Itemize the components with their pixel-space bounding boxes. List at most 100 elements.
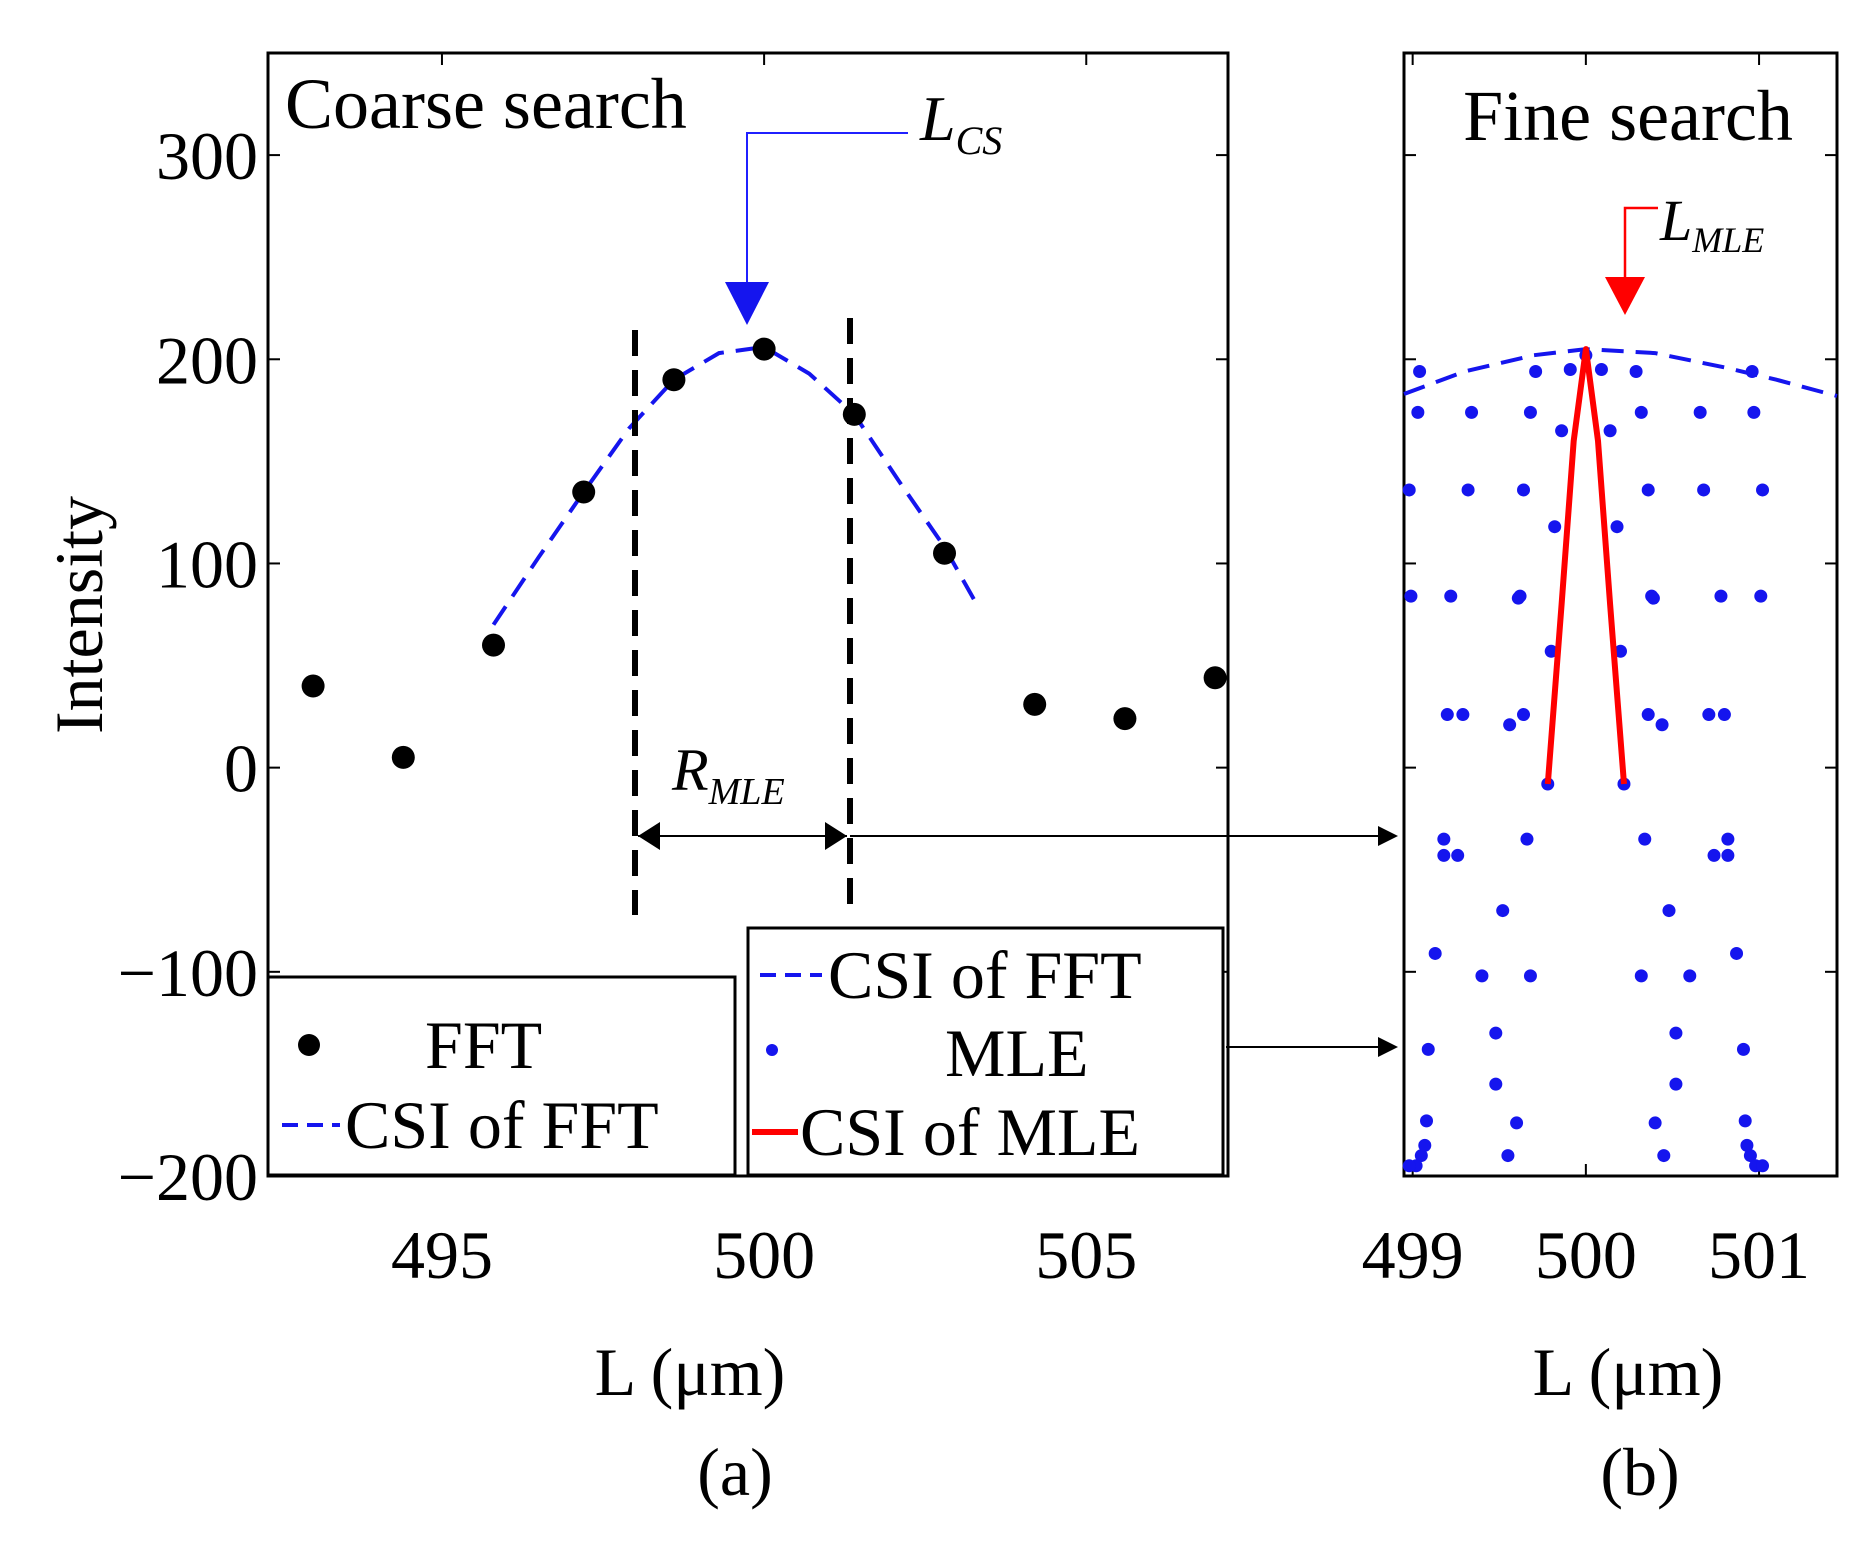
caption-b: (b)	[1600, 1434, 1679, 1510]
series-csi-fft-line-a	[491, 344, 979, 626]
mle-point	[1736, 1042, 1750, 1056]
legend-csi-fft-label-b: CSI of FFT	[828, 937, 1142, 1013]
mle-point	[1513, 589, 1527, 603]
mle-point	[1544, 644, 1558, 658]
y-tick-label-a: 100	[156, 526, 258, 602]
mle-point	[1414, 1149, 1428, 1163]
legend-a-box	[266, 975, 737, 1177]
mle-point	[1413, 365, 1427, 379]
range-label-a: RMLE	[671, 737, 785, 813]
x-tick-label-a: 500	[713, 1217, 815, 1293]
legend-b-box	[746, 926, 1225, 1177]
fft-point	[752, 337, 776, 361]
mle-point	[1693, 405, 1707, 419]
mle-point	[1754, 589, 1768, 603]
legend-b: CSI of FFT MLE CSI of MLE	[746, 926, 1225, 1177]
chart-coarse-search: 495 500 505 −200 −100 0 100 200 300 Coarse searc…	[41, 51, 1398, 1510]
legend-mle-label: MLE	[945, 1015, 1089, 1091]
range-annotation-a: RMLE	[632, 318, 853, 915]
plot-frame-b	[1402, 51, 1839, 1178]
fft-point	[842, 402, 866, 426]
mle-point	[1655, 718, 1669, 732]
mle-point	[1563, 362, 1577, 376]
mle-point	[1465, 405, 1479, 419]
mle-point	[1420, 1114, 1434, 1128]
fft-point	[1203, 666, 1227, 690]
y-axis-label-a: Intensity	[41, 496, 117, 734]
mle-point	[1411, 405, 1425, 419]
x-tick-label-b: 499	[1362, 1217, 1464, 1293]
mle-point	[1707, 848, 1721, 862]
legend-fft-label: FFT	[425, 1007, 542, 1083]
peak-label-a: LCS	[919, 83, 1002, 163]
mle-point	[1496, 904, 1510, 918]
legend-fft-marker	[298, 1034, 320, 1056]
fft-point	[662, 368, 686, 392]
mle-point	[1645, 589, 1659, 603]
mle-point	[1517, 483, 1531, 497]
y-tick-label-a: 200	[156, 322, 258, 398]
series-csi-mle-line	[1544, 346, 1627, 785]
mle-point	[1610, 520, 1624, 534]
mle-point	[1730, 946, 1744, 960]
mle-point	[1740, 1138, 1754, 1152]
mle-point	[1747, 405, 1761, 419]
mle-point	[1520, 832, 1534, 846]
y-tick-label-a: 300	[156, 118, 258, 194]
y-tick-label-a: 0	[224, 731, 258, 807]
mle-point	[1756, 1159, 1770, 1173]
fft-point	[482, 633, 506, 657]
mle-point	[1756, 483, 1770, 497]
mle-point	[1510, 1116, 1524, 1130]
fft-point	[1023, 692, 1047, 716]
y-tick-label-a: −200	[118, 1139, 258, 1215]
fft-point	[1113, 707, 1137, 731]
mle-point	[1402, 483, 1416, 497]
mle-point	[1428, 946, 1442, 960]
x-tick-label-a: 495	[391, 1217, 493, 1293]
peak-leader-line-b	[1623, 206, 1658, 280]
mle-point	[1517, 708, 1531, 722]
peak-annotation-a: LCS	[725, 83, 1002, 325]
legend-mle-marker	[766, 1044, 778, 1056]
legend-a: FFT CSI of FFT	[266, 975, 737, 1177]
mle-point	[1697, 483, 1711, 497]
mle-point	[1421, 1042, 1435, 1056]
mle-point	[1529, 365, 1543, 379]
mle-point	[1489, 1026, 1503, 1040]
mle-point	[1523, 969, 1537, 983]
mle-point	[1714, 589, 1728, 603]
mle-point	[1634, 969, 1648, 983]
mle-point	[1523, 405, 1537, 419]
x-axis-label-a: L (μm)	[595, 1334, 786, 1410]
mle-point	[1594, 362, 1608, 376]
mle-point	[1555, 424, 1569, 438]
mle-point	[1503, 718, 1517, 732]
x-tick-label-a: 505	[1035, 1217, 1137, 1293]
mle-point	[1702, 708, 1716, 722]
mle-point	[1444, 589, 1458, 603]
peak-label-b: LMLE	[1659, 188, 1764, 260]
mle-point	[1721, 848, 1735, 862]
mle-point	[1402, 1159, 1416, 1173]
mle-point	[1745, 365, 1759, 379]
mle-point	[1461, 483, 1475, 497]
mle-point	[1669, 1077, 1683, 1091]
caption-a: (a)	[697, 1434, 772, 1510]
mle-point	[1717, 708, 1731, 722]
mle-point	[1743, 1149, 1757, 1163]
mle-point	[1683, 969, 1697, 983]
peak-arrowhead-b	[1605, 277, 1645, 315]
x-tick-label-b: 501	[1708, 1217, 1810, 1293]
mle-point	[1634, 405, 1648, 419]
chart-title-a: Coarse search	[285, 64, 687, 144]
series-csi-fft-line-b	[1403, 347, 1838, 398]
mle-point	[1657, 1149, 1671, 1163]
fft-point	[572, 480, 596, 504]
fft-point	[391, 745, 415, 769]
mle-point	[1548, 520, 1562, 534]
x-axis-label-b: L (μm)	[1533, 1334, 1724, 1410]
mle-point	[1437, 848, 1451, 862]
mle-point	[1629, 365, 1643, 379]
mle-point	[1614, 644, 1627, 658]
